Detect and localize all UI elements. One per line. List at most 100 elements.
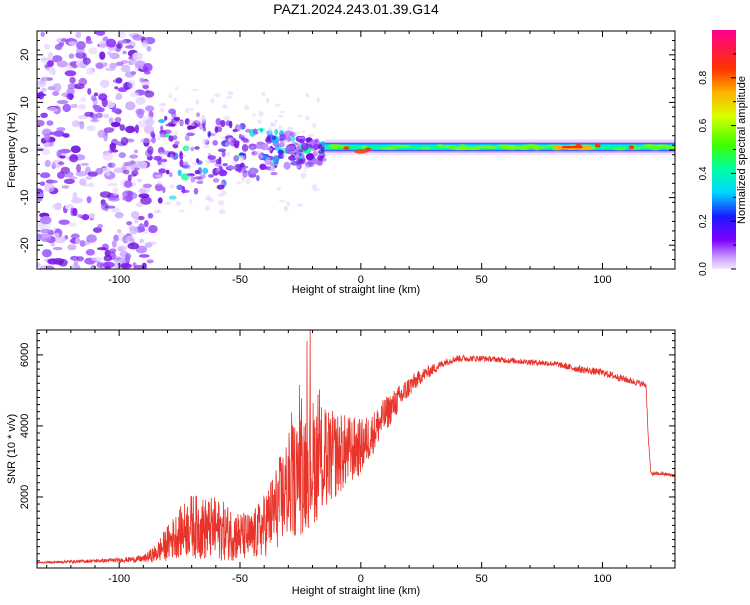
heat-blob xyxy=(265,97,270,104)
heat-blob xyxy=(151,136,156,144)
heat-blob xyxy=(517,147,530,151)
heat-blob xyxy=(255,143,263,150)
heat-blob xyxy=(184,147,190,151)
heat-blob xyxy=(139,238,145,244)
snr-ytick-label: 4000 xyxy=(19,414,31,438)
heat-blob xyxy=(153,209,161,214)
heat-blob xyxy=(158,152,165,157)
heat-blob xyxy=(96,247,107,251)
heat-blob xyxy=(389,144,406,148)
heat-blob xyxy=(37,92,42,98)
heat-blob xyxy=(87,171,99,177)
heat-blob xyxy=(146,259,154,264)
heat-blob xyxy=(317,140,321,145)
heat-blob xyxy=(270,171,278,176)
heat-blob xyxy=(39,172,51,179)
heat-blob xyxy=(140,138,152,144)
heat-blob xyxy=(165,169,170,175)
heat-blob xyxy=(202,122,206,129)
heat-blob xyxy=(118,152,126,159)
heat-blob xyxy=(59,148,71,154)
heat-blob xyxy=(303,170,307,173)
heat-blob xyxy=(191,88,199,92)
heat-blob xyxy=(179,152,184,160)
heat-blob xyxy=(236,181,242,184)
heat-blob xyxy=(207,155,217,160)
heat-blob xyxy=(109,248,117,253)
heat-blob xyxy=(305,153,315,161)
heat-blob xyxy=(259,127,263,133)
heat-blob xyxy=(139,77,145,83)
heat-blob xyxy=(168,93,172,99)
heat-blob xyxy=(135,96,146,105)
heat-blob xyxy=(220,190,227,196)
heat-blob xyxy=(119,124,126,132)
heat-blob xyxy=(214,93,221,97)
heat-blob xyxy=(85,176,93,180)
heat-blob xyxy=(135,108,145,115)
heat-blob xyxy=(122,50,127,55)
heat-blob xyxy=(95,167,103,175)
heat-blob xyxy=(210,98,215,104)
heat-blob xyxy=(90,118,100,123)
heat-blob xyxy=(125,235,136,244)
heat-blob xyxy=(184,134,190,141)
heat-blob xyxy=(279,133,287,141)
heat-blob xyxy=(70,145,81,154)
heat-blob xyxy=(313,143,319,151)
heat-blob xyxy=(273,163,279,166)
heat-blob xyxy=(111,239,117,248)
heat-blob xyxy=(39,233,52,240)
colorbar-tick-label: 0.0 xyxy=(698,262,709,276)
heat-blob xyxy=(329,146,340,150)
heat-blob xyxy=(222,104,228,109)
heat-blob xyxy=(87,88,92,95)
heat-blob xyxy=(97,107,105,113)
spectrogram-xtick-label: -100 xyxy=(108,274,130,286)
snr-axes: -100 -50 0 50 100 2000 4000 6000 xyxy=(19,330,676,585)
heat-blob xyxy=(202,141,206,145)
heat-blob xyxy=(176,184,184,191)
heat-blob xyxy=(120,136,129,146)
heat-blob xyxy=(186,175,191,179)
heat-blob xyxy=(140,196,152,205)
heat-blob xyxy=(70,103,78,109)
heat-blob xyxy=(360,145,368,149)
heat-blob xyxy=(270,166,276,172)
heat-blob xyxy=(218,208,226,215)
heat-blob xyxy=(101,98,108,108)
heat-blob xyxy=(164,115,168,121)
heat-blob xyxy=(199,123,203,130)
heat-blob xyxy=(97,129,106,138)
heat-blob xyxy=(68,222,77,227)
snr-ytick-label: 2000 xyxy=(19,485,31,509)
colorbar-label: Normalized spectral amplitude xyxy=(736,76,748,224)
heat-blob xyxy=(129,154,139,159)
snr-frame xyxy=(36,329,676,569)
heat-blob xyxy=(268,127,273,132)
heat-blob xyxy=(223,115,231,121)
heat-blob xyxy=(39,228,52,234)
heat-blob xyxy=(56,99,69,105)
heat-blob xyxy=(159,133,167,138)
heat-blob xyxy=(136,202,144,208)
heat-blob xyxy=(75,31,82,39)
heat-blob xyxy=(47,258,59,265)
heat-blob xyxy=(157,197,163,204)
heat-blob xyxy=(208,174,215,178)
heat-blob xyxy=(191,124,196,127)
heat-blob xyxy=(652,144,669,148)
heat-blob xyxy=(81,213,90,221)
heat-blob xyxy=(68,41,77,46)
heat-blob xyxy=(289,131,296,138)
heat-blob xyxy=(41,238,52,243)
spectrogram-ytick-label: 10 xyxy=(19,96,31,108)
heat-blob xyxy=(202,167,209,175)
heat-blob xyxy=(143,125,155,134)
heat-blob xyxy=(159,102,167,107)
heat-blob xyxy=(144,105,155,112)
heat-blob xyxy=(307,133,314,138)
heat-blob xyxy=(71,197,84,204)
heat-blob xyxy=(190,107,194,112)
heat-blob xyxy=(119,263,132,269)
